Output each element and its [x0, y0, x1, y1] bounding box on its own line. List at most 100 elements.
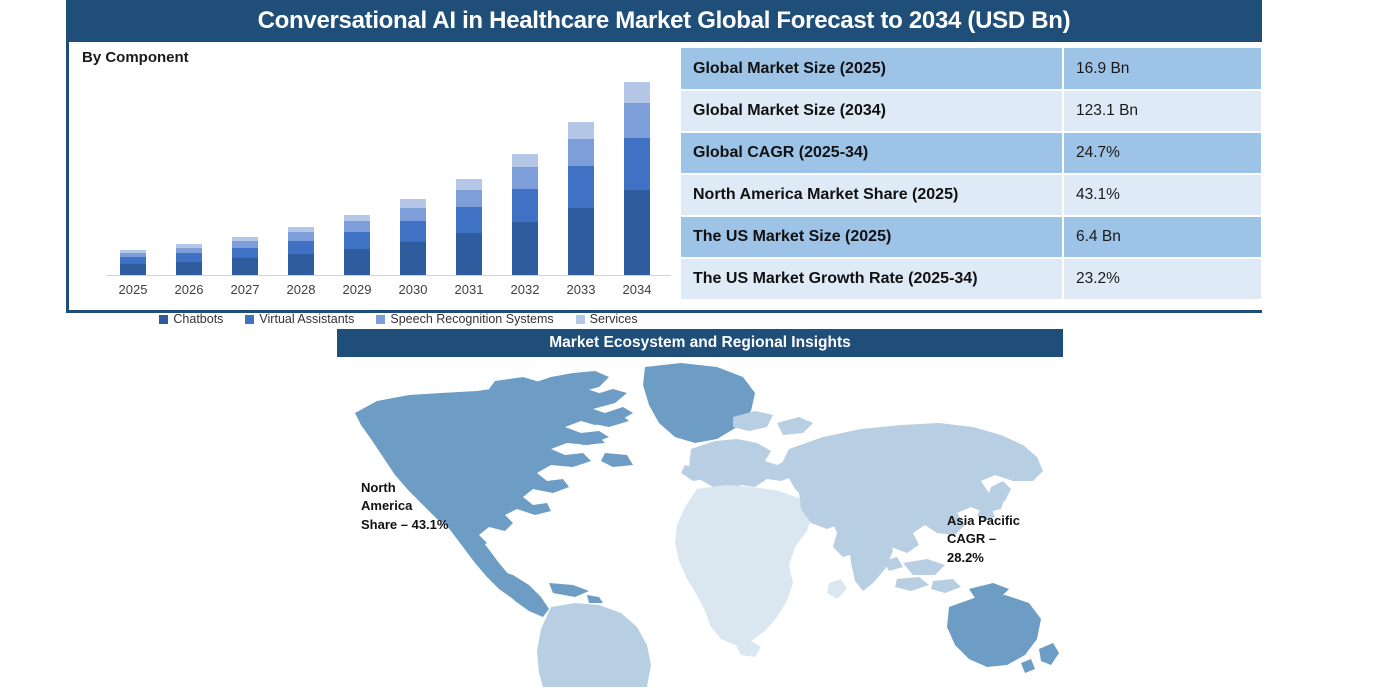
world-map-svg: [355, 363, 1059, 687]
table-row: The US Market Growth Rate (2025-34) 23.2%: [681, 258, 1261, 301]
bar-segment: [232, 236, 258, 242]
bar-group-2026: [162, 70, 216, 275]
kpi-label: The US Market Growth Rate (2025-34): [681, 258, 1064, 301]
bar-segment: [288, 227, 314, 233]
map-banner-title: Market Ecosystem and Regional Insights: [337, 329, 1063, 357]
kpi-label: North America Market Share (2025): [681, 174, 1064, 217]
stacked-bar: [568, 122, 594, 275]
stacked-bar: [624, 81, 650, 275]
stacked-bar: [288, 227, 314, 275]
bar-segment: [400, 241, 426, 275]
legend-swatch-icon: [159, 314, 169, 324]
x-tick-2030: 2030: [398, 282, 428, 297]
legend-swatch-icon: [376, 314, 386, 324]
bar-group-2027: [218, 70, 272, 275]
x-tick-2033: 2033: [566, 282, 596, 297]
stacked-bar: [400, 199, 426, 275]
bar-segment: [232, 258, 258, 275]
kpi-label: Global Market Size (2025): [681, 48, 1064, 91]
bar-segment: [400, 207, 426, 221]
bar-segment: [568, 122, 594, 140]
kpi-label: Global CAGR (2025-34): [681, 132, 1064, 175]
x-tick-2028: 2028: [286, 282, 316, 297]
legend-item[interactable]: Services: [575, 312, 638, 326]
bar-segment: [120, 252, 146, 258]
map-annotation-asia-pacific: Asia Pacific CAGR – 28.2%: [947, 513, 1020, 565]
bar-segment: [344, 221, 370, 233]
bar-group-2030: [386, 70, 440, 275]
x-axis-line: [106, 275, 671, 276]
bar-segment: [288, 253, 314, 275]
map-region-north-america: [355, 363, 755, 617]
bar-segment: [624, 103, 650, 138]
legend-swatch-icon: [575, 314, 585, 324]
legend-label: Speech Recognition Systems: [390, 312, 554, 326]
world-map: North America Share – 43.1% Asia Pacific…: [337, 357, 1063, 687]
legend-swatch-icon: [245, 314, 255, 324]
kpi-value: 24.7%: [1063, 132, 1261, 175]
map-annotation-north-america: North America Share – 43.1%: [361, 480, 449, 532]
table-row: The US Market Size (2025) 6.4 Bn: [681, 216, 1261, 259]
table-row: Global Market Size (2025) 16.9 Bn: [681, 48, 1261, 91]
bar-segment: [344, 214, 370, 222]
x-tick-2034: 2034: [622, 282, 652, 297]
legend-item[interactable]: Virtual Assistants: [245, 312, 354, 326]
stacked-bar: [120, 250, 146, 275]
bar-group-2031: [442, 70, 496, 275]
x-tick-2032: 2032: [510, 282, 540, 297]
x-tick-2029: 2029: [342, 282, 372, 297]
kpi-value: 16.9 Bn: [1063, 48, 1261, 91]
chart-legend: Chatbots Virtual Assistants Speech Recogni…: [106, 312, 691, 326]
bar-segment: [232, 241, 258, 248]
bar-segment: [344, 232, 370, 249]
map-region-europe: [681, 411, 813, 491]
legend-item[interactable]: Speech Recognition Systems: [376, 312, 554, 326]
legend-label: Virtual Assistants: [259, 312, 355, 326]
stacked-bar: [456, 179, 482, 275]
table-row: North America Market Share (2025) 43.1%: [681, 174, 1261, 217]
bar-group-2032: [498, 70, 552, 275]
bar-segment: [512, 167, 538, 189]
stacked-bar: [232, 236, 258, 275]
x-tick-2027: 2027: [230, 282, 260, 297]
bar-segment: [120, 264, 146, 275]
map-region-asia: [783, 423, 1043, 593]
bar-segment: [456, 206, 482, 234]
bar-segment: [624, 81, 650, 104]
x-tick-2025: 2025: [118, 282, 148, 297]
kpi-table-body: Global Market Size (2025) 16.9 Bn Global M…: [681, 48, 1261, 301]
bar-segment: [400, 221, 426, 242]
bar-group-2033: [554, 70, 608, 275]
bar-group-2025: [106, 70, 160, 275]
bar-segment: [512, 188, 538, 223]
kpi-label: The US Market Size (2025): [681, 216, 1064, 259]
bar-segment: [512, 222, 538, 275]
kpi-value: 6.4 Bn: [1063, 216, 1261, 259]
x-tick-2026: 2026: [174, 282, 204, 297]
bar-segment: [288, 240, 314, 254]
bar-segment: [176, 244, 202, 248]
bar-group-2029: [330, 70, 384, 275]
by-component-chart-panel: By Component 2025 2026 2027 2028 2029 2030 203…: [66, 42, 674, 326]
x-axis-tick-labels: 2025 2026 2027 2028 2029 2030 2031 2032 2033 2034: [106, 282, 666, 302]
bar-segment: [120, 257, 146, 265]
bar-segment: [568, 166, 594, 209]
bar-segment: [176, 247, 202, 254]
bar-segment: [456, 179, 482, 190]
table-row: Global CAGR (2025-34) 24.7%: [681, 132, 1261, 175]
kpi-value: 123.1 Bn: [1063, 90, 1261, 133]
bar-segment: [568, 208, 594, 275]
stacked-bar: [344, 214, 370, 275]
kpi-value: 23.2%: [1063, 258, 1261, 301]
map-region-oceania: [947, 583, 1059, 673]
bar-segment: [512, 153, 538, 168]
page-title: Conversational AI in Healthcare Market G…: [66, 0, 1262, 42]
kpi-table: Global Market Size (2025) 16.9 Bn Global M…: [681, 48, 1261, 301]
bar-segment: [288, 232, 314, 241]
bar-segment: [344, 248, 370, 275]
bar-segment: [624, 190, 650, 275]
legend-label: Chatbots: [173, 312, 224, 326]
chart-subtitle: By Component: [82, 49, 189, 66]
legend-item[interactable]: Chatbots: [159, 312, 223, 326]
bar-group-2034: [610, 70, 664, 275]
